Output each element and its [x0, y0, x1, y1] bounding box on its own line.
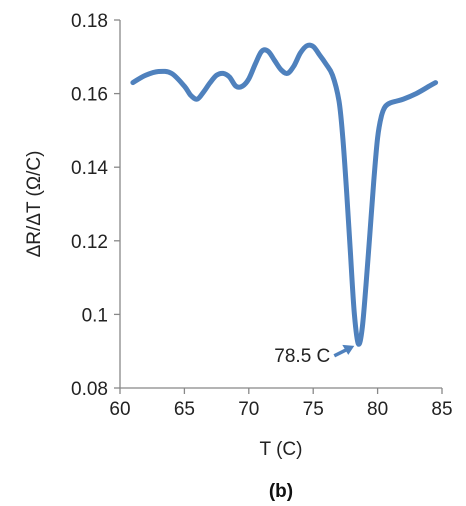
- x-tick-label: 80: [367, 399, 388, 420]
- x-tick-label: 65: [174, 399, 195, 420]
- y-axis-title: ΔR/ΔT (Ω/C): [24, 151, 45, 258]
- y-tick-label: 0.08: [71, 379, 108, 400]
- x-tick-label: 60: [109, 399, 130, 420]
- panel-label: (b): [269, 481, 293, 502]
- y-tick-label: 0.18: [71, 11, 108, 32]
- x-tick-label: 85: [431, 399, 452, 420]
- y-tick-label: 0.14: [71, 158, 108, 179]
- x-tick-label: 70: [238, 399, 259, 420]
- series-line: [130, 42, 439, 347]
- ticks: 60 65 70 75 80 85 0.08 0.1 0.12 0.14 0.16 0.18: [71, 11, 453, 420]
- y-tick-label: 0.16: [71, 85, 108, 106]
- x-axis-title: T (C): [260, 439, 303, 460]
- annotation-arrow-head: [342, 344, 355, 355]
- y-tick-label: 0.12: [71, 232, 108, 253]
- axes: [119, 20, 442, 389]
- annotation-label: 78.5 C: [274, 346, 330, 367]
- x-tick-label: 75: [303, 399, 324, 420]
- y-tick-label: 0.1: [82, 305, 108, 326]
- annotation: 78.5 C: [274, 344, 355, 367]
